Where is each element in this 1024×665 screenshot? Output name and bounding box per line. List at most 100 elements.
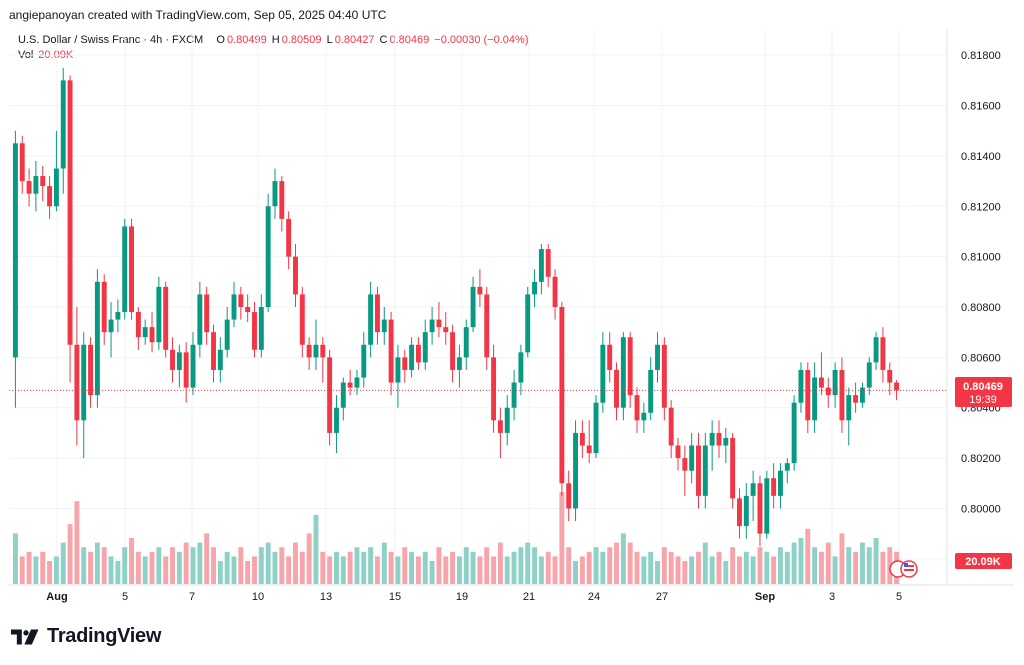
- candle-body: [723, 437, 729, 446]
- candle-body: [661, 344, 667, 408]
- symbol-title[interactable]: U.S. Dollar / Swiss Franc · 4h · FXCM: [18, 34, 204, 46]
- volume-bar: [573, 561, 578, 584]
- volume-bar: [320, 551, 326, 584]
- volume-bar: [272, 551, 278, 584]
- candle-body: [702, 445, 708, 496]
- volume-bar: [101, 547, 107, 584]
- candle-body: [129, 226, 134, 313]
- tradingview-logo-icon: [11, 629, 39, 644]
- candle-body: [873, 337, 879, 363]
- volume-bar: [532, 547, 538, 584]
- candle-body: [156, 286, 162, 343]
- volume-bar: [866, 547, 872, 584]
- candle-body: [641, 412, 647, 421]
- candle-body: [491, 357, 497, 421]
- low-label: L: [326, 34, 333, 46]
- candle-body: [231, 294, 237, 320]
- candle-body: [634, 395, 640, 421]
- candle-body: [497, 420, 503, 433]
- candle-body: [176, 352, 182, 370]
- candle-body: [689, 445, 695, 471]
- volume-bar: [88, 551, 94, 584]
- volume-bar: [682, 561, 688, 584]
- candle-body: [456, 357, 462, 370]
- volume-bar: [887, 547, 893, 584]
- volume-bar: [238, 547, 244, 584]
- candle-body: [627, 337, 633, 396]
- candle-body: [443, 327, 449, 333]
- volume-bar: [327, 556, 333, 584]
- volume-bar: [614, 542, 619, 584]
- volume-bar: [771, 556, 777, 584]
- volume-bar: [122, 547, 128, 584]
- volume-bar: [600, 551, 606, 584]
- candle-body: [135, 312, 141, 338]
- candle-body: [381, 319, 387, 333]
- volume-bar: [559, 492, 565, 584]
- candle-body: [422, 332, 428, 363]
- candle-body: [586, 445, 592, 454]
- volume-bar: [894, 551, 900, 584]
- volume-bar: [825, 542, 831, 584]
- candle-body: [737, 498, 742, 527]
- high-label: H: [271, 34, 280, 46]
- candle-body: [757, 483, 763, 534]
- candle-body: [450, 332, 456, 370]
- tradingview-brand[interactable]: TradingView: [11, 625, 161, 648]
- candle-body: [743, 495, 749, 527]
- time-tick-label: 27: [656, 591, 668, 603]
- candle-body: [53, 168, 59, 207]
- volume-bar: [115, 561, 121, 584]
- volume-bar: [231, 556, 237, 584]
- time-tick-label: 24: [588, 591, 600, 603]
- volume-bar: [197, 542, 203, 584]
- volume-bar: [620, 533, 626, 584]
- candle-body: [170, 349, 175, 370]
- volume-bar: [26, 551, 32, 584]
- time-tick-label: Aug: [46, 591, 67, 603]
- volume-bar: [661, 547, 667, 584]
- volume-bar: [689, 556, 695, 584]
- volume-bar: [142, 556, 148, 584]
- time-tick-label: 5: [896, 591, 902, 603]
- volume-bar: [204, 533, 210, 584]
- candle-body: [675, 445, 681, 459]
- volume-bar: [190, 547, 196, 584]
- volume-bar: [518, 547, 524, 584]
- volume-bar: [60, 542, 66, 584]
- candle-body: [518, 352, 524, 383]
- time-axis[interactable]: Aug 5 7 10 13 15 19 21 24 27 Sep 3 5: [46, 591, 902, 603]
- volume-bar: [757, 547, 763, 584]
- volume-bar: [374, 556, 380, 584]
- candle-body: [347, 382, 353, 388]
- candle-body: [224, 319, 230, 350]
- flag-icons[interactable]: [889, 560, 918, 578]
- candle-body: [197, 294, 203, 345]
- volume-badge: 20.09K: [955, 553, 1012, 569]
- time-tick-label: 3: [829, 591, 835, 603]
- volume-bar: [566, 547, 572, 584]
- candle-body: [620, 337, 626, 408]
- candle-body: [115, 312, 121, 320]
- volume-bar: [286, 556, 292, 584]
- candle-body: [791, 402, 797, 464]
- candle-body: [730, 437, 736, 499]
- price-axis[interactable]: 0.81800 0.81600 0.81400 0.81200 0.81000 0.808…: [961, 50, 1001, 566]
- last-price-badge: 0.80469 19:39: [955, 377, 1012, 407]
- candle-body: [340, 382, 346, 408]
- candle-body: [211, 332, 216, 370]
- volume-bar: [730, 547, 736, 584]
- volume-bar: [74, 501, 80, 584]
- candle-body: [682, 458, 688, 471]
- volume-bar: [340, 556, 346, 584]
- candle-body: [190, 344, 196, 388]
- candle-body: [108, 319, 114, 333]
- candle-body: [600, 344, 606, 403]
- grid: [9, 30, 947, 584]
- volume-bar: [129, 538, 134, 584]
- candle-body: [388, 319, 394, 383]
- volume-bar: [299, 551, 305, 584]
- candle-body: [33, 176, 39, 194]
- candle-body: [818, 377, 824, 388]
